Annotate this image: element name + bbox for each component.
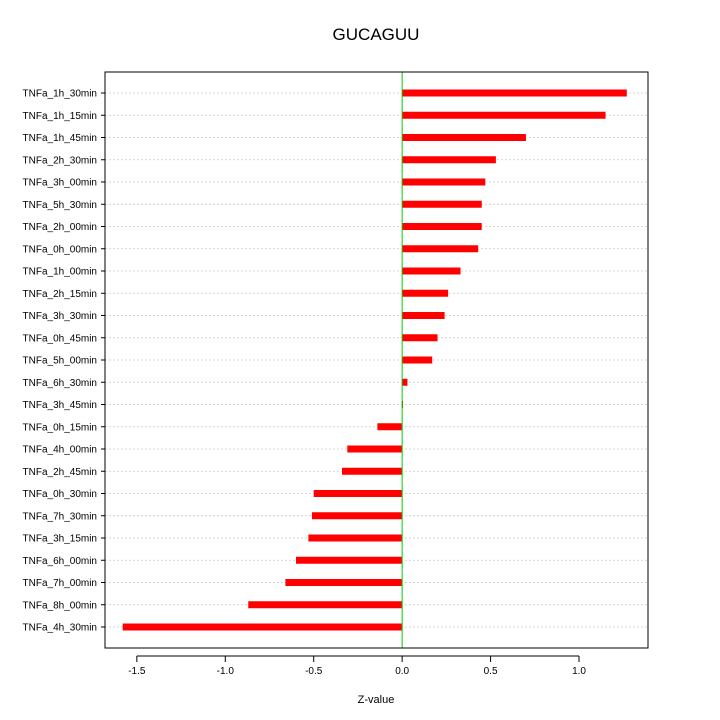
bars — [122, 89, 627, 631]
bar — [402, 200, 482, 208]
x-tick-label: -1.0 — [217, 666, 235, 677]
y-tick-label: TNFa_0h_30min — [23, 489, 97, 500]
x-tick-label: -1.5 — [128, 666, 146, 677]
bar — [313, 490, 403, 497]
bar — [402, 289, 449, 297]
x-tick-label: 1.0 — [572, 666, 586, 677]
bar — [342, 467, 403, 475]
y-tick-label: TNFa_2h_00min — [23, 222, 97, 233]
y-tick-label: TNFa_1h_45min — [23, 133, 97, 144]
x-tick-label: 0.5 — [484, 666, 498, 677]
bar — [402, 89, 627, 97]
y-tick-label: TNFa_4h_00min — [23, 445, 97, 456]
y-tick-label: TNFa_0h_00min — [23, 244, 97, 255]
y-tick-label: TNFa_5h_30min — [23, 200, 97, 211]
gridlines — [105, 92, 648, 628]
bar — [308, 534, 403, 542]
bar — [402, 156, 496, 164]
y-tick-label: TNFa_0h_45min — [23, 333, 97, 344]
y-tick-label: TNFa_3h_15min — [23, 534, 97, 545]
bar — [296, 556, 403, 564]
y-tick-label: TNFa_6h_00min — [23, 556, 97, 567]
y-tick-label: TNFa_0h_15min — [23, 422, 97, 433]
y-tick-label: TNFa_3h_30min — [23, 311, 97, 322]
y-tick-label: TNFa_3h_00min — [23, 178, 97, 189]
x-axis: -1.5 -1.0 -0.5 0.0 0.5 1.0 — [128, 655, 586, 677]
y-tick-label: TNFa_2h_15min — [23, 289, 97, 300]
bar — [402, 356, 433, 364]
y-tick-label: TNFa_6h_30min — [23, 378, 97, 389]
y-tick-label: TNFa_4h_30min — [23, 623, 97, 634]
bar — [402, 312, 445, 319]
y-axis-tick-labels: TNFa_1h_30min TNFa_1h_15min TNFa_1h_45min T… — [23, 89, 105, 634]
y-tick-label: TNFa_3h_45min — [23, 400, 97, 411]
y-tick-label: TNFa_5h_00min — [23, 356, 97, 367]
y-tick-label: TNFa_7h_30min — [23, 511, 97, 522]
bar — [402, 111, 606, 119]
y-tick-label: TNFa_2h_30min — [23, 155, 97, 166]
bar — [122, 623, 403, 631]
y-tick-label: TNFa_7h_00min — [23, 578, 97, 589]
y-tick-label: TNFa_8h_00min — [23, 600, 97, 611]
bar — [402, 134, 526, 141]
y-tick-label: TNFa_2h_45min — [23, 467, 97, 478]
bar — [402, 223, 482, 230]
bar — [311, 512, 403, 520]
bar — [402, 245, 479, 253]
y-tick-label: TNFa_1h_30min — [23, 89, 97, 100]
bar — [377, 423, 403, 431]
bar — [347, 445, 403, 453]
y-tick-label: TNFa_1h_00min — [23, 267, 97, 278]
bar — [248, 601, 403, 609]
x-axis-label: Z-value — [358, 694, 395, 706]
x-tick-label: 0.0 — [395, 666, 409, 677]
bar — [402, 378, 408, 386]
bar — [402, 267, 461, 275]
y-tick-label: TNFa_1h_15min — [23, 111, 97, 122]
bar — [285, 579, 403, 586]
bar — [402, 334, 438, 342]
chart-title: GUCAGUU — [333, 25, 420, 44]
x-tick-label: -0.5 — [305, 666, 323, 677]
bar — [402, 178, 486, 186]
